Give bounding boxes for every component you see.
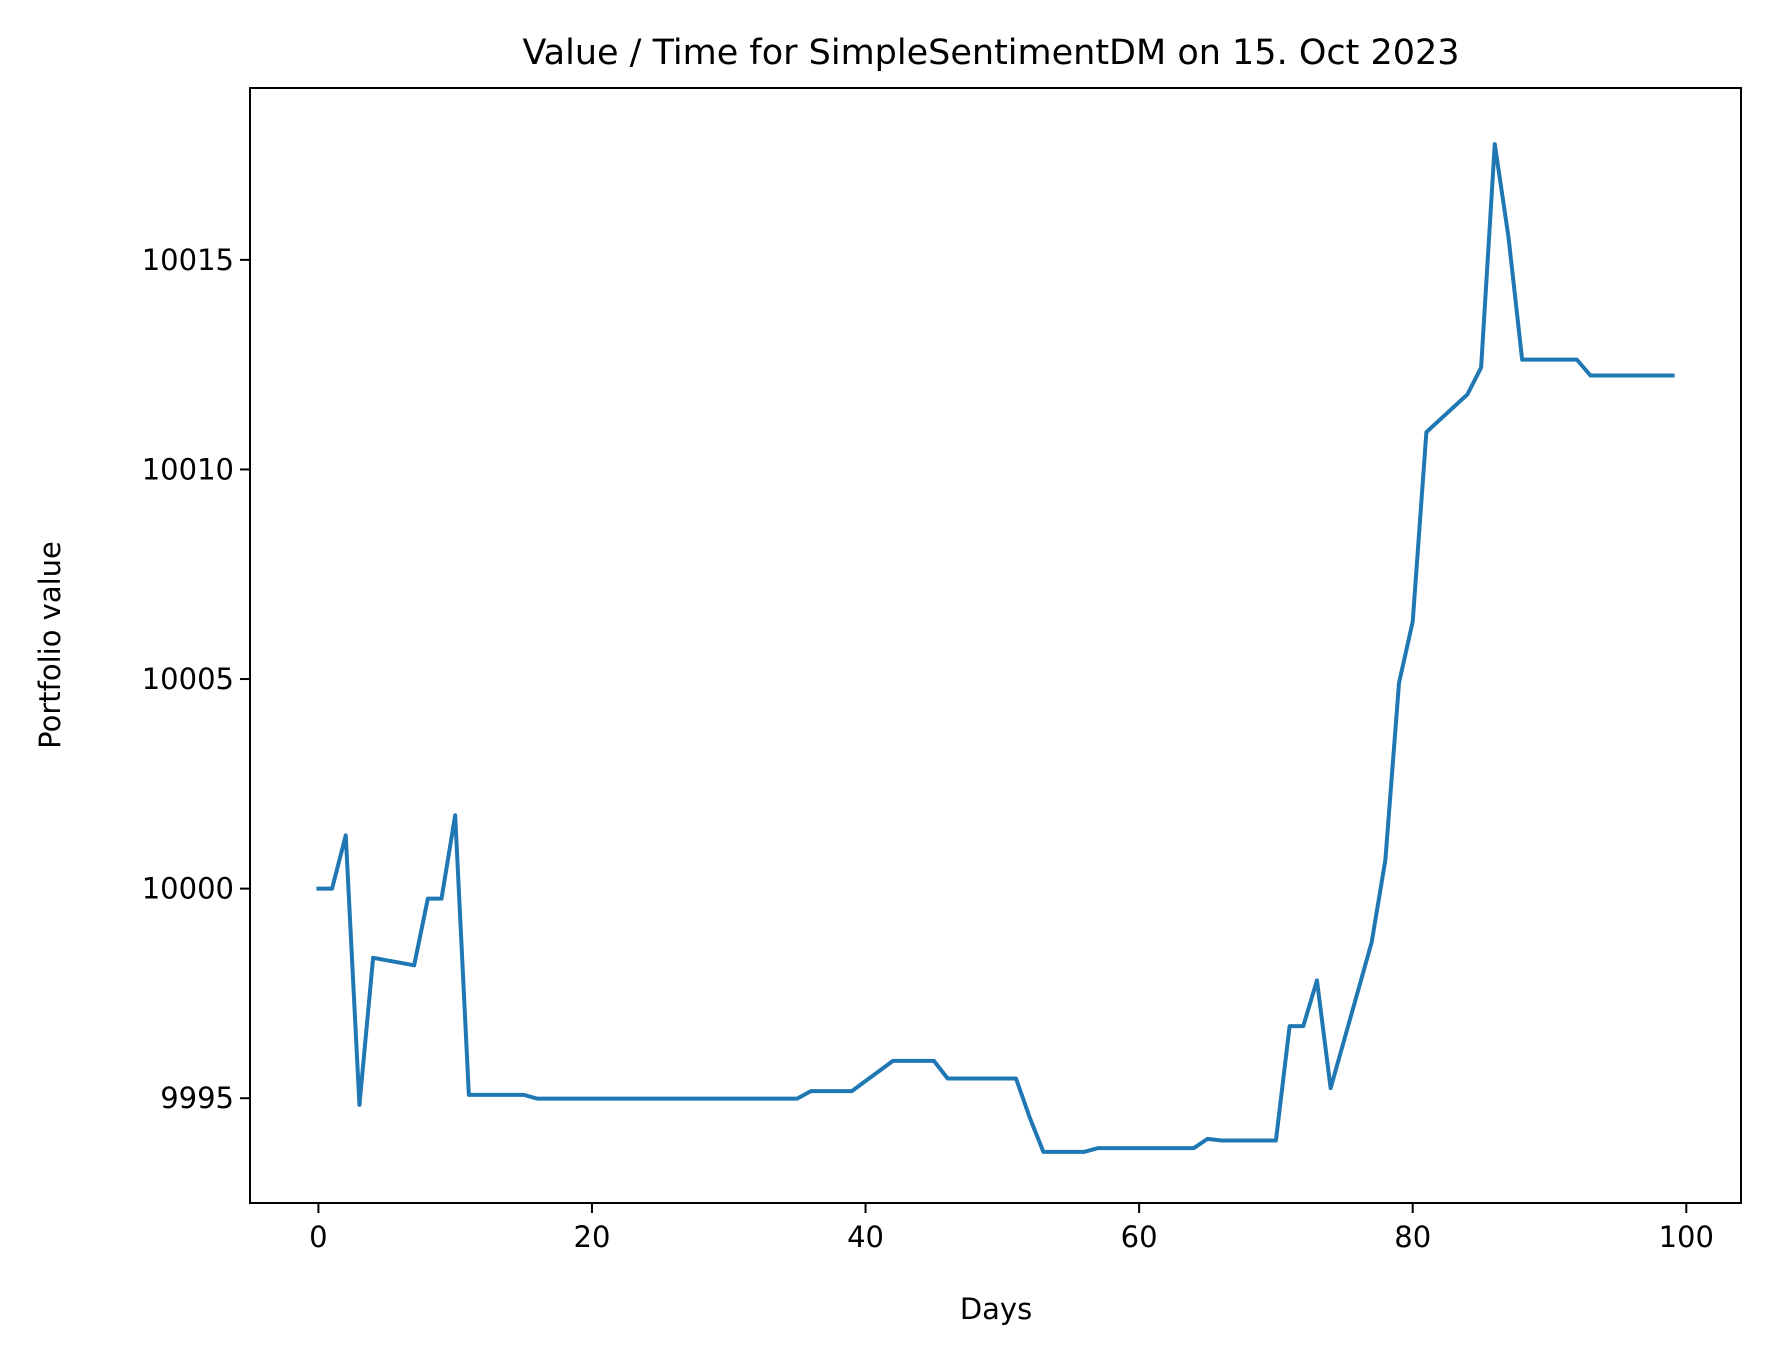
y-tick-label: 10015 [142,243,234,277]
series-line [316,142,1675,1154]
y-tick-label: 10010 [142,452,234,486]
x-axis-ticks: 0 20 40 60 80 100 [309,1203,1714,1254]
y-tick-label: 10005 [142,662,234,696]
x-tick-label: 60 [1121,1220,1158,1254]
x-tick-label: 20 [574,1220,611,1254]
y-axis-ticks: 9995 10000 10005 10010 10015 [142,243,250,1115]
x-tick-label: 40 [847,1220,884,1254]
x-tick-label: 80 [1394,1220,1431,1254]
y-tick-label: 10000 [142,872,234,906]
y-axis-title: Portfolio value [33,541,67,749]
y-tick-label: 9995 [160,1081,234,1115]
x-tick-label: 0 [309,1220,327,1254]
plot-frame [249,87,1742,1204]
x-tick-label: 100 [1659,1220,1714,1254]
x-axis-title: Days [960,1292,1032,1326]
plot-area-lines [316,142,1675,1154]
chart-title: Value / Time for SimpleSentimentDM on 15… [522,33,1459,73]
